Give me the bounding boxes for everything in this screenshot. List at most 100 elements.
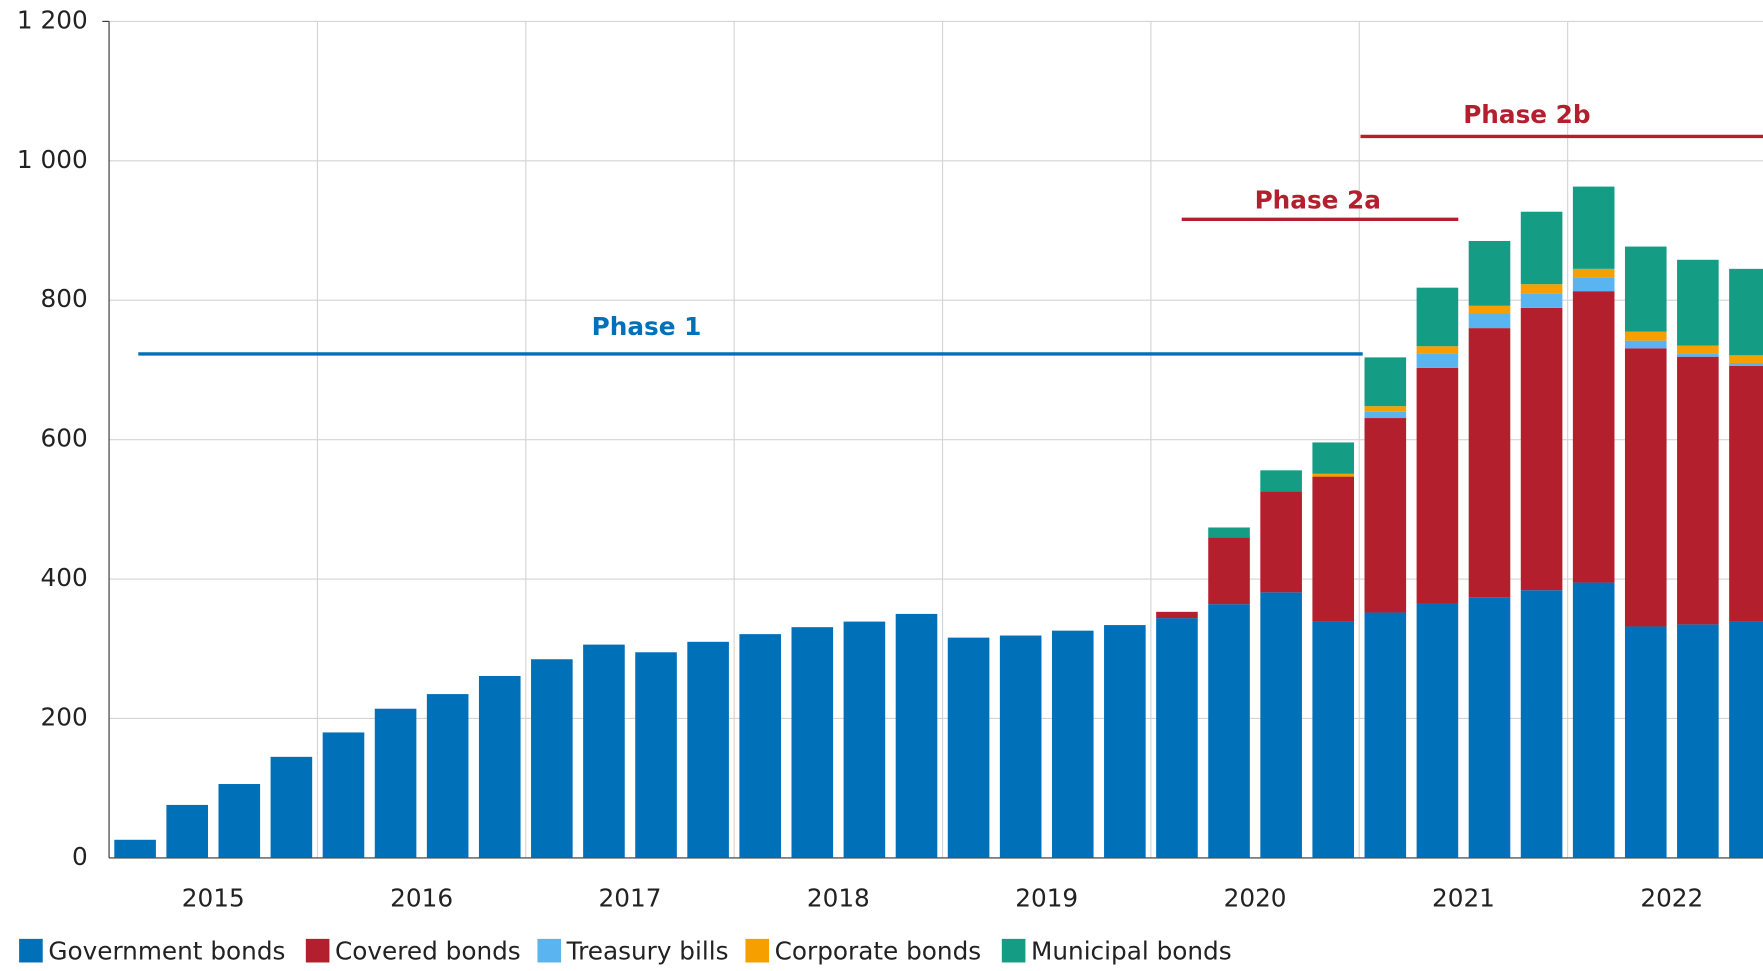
bar-segment [1156, 618, 1198, 858]
bar-segment [635, 652, 677, 858]
bar-segment [1468, 328, 1511, 598]
y-tick-label: 1 200 [17, 5, 88, 34]
bar-segment [1572, 582, 1615, 858]
phase-label: Phase 2b [1463, 100, 1590, 129]
x-tick-label: 2017 [599, 884, 662, 913]
bar-segment [1364, 418, 1407, 613]
bar-segment [1208, 537, 1250, 605]
bar-segment [1468, 313, 1511, 329]
legend-label: Treasury bills [566, 936, 729, 965]
bar-segment [1572, 186, 1615, 269]
y-tick-label: 600 [41, 424, 88, 453]
bar-segment [1208, 604, 1250, 858]
phase-label: Phase 1 [592, 312, 702, 341]
bar-segment [1520, 307, 1563, 591]
bar-segment [166, 804, 209, 858]
bar-segment [1572, 291, 1615, 583]
y-tick-label: 200 [41, 702, 88, 731]
bar-segment [1416, 346, 1459, 354]
x-tick-label: 2016 [390, 884, 453, 913]
legend-swatch [537, 938, 562, 963]
bar-segment [1677, 353, 1719, 357]
bar-segment [1520, 590, 1563, 858]
bar-segment [1520, 293, 1563, 308]
bar-segment [1729, 621, 1763, 858]
bar-segment [1468, 305, 1511, 314]
bar-segment [1364, 612, 1407, 858]
bar-segment [1104, 625, 1146, 858]
bars [114, 186, 1763, 858]
x-tick-label: 2019 [1015, 884, 1078, 913]
bar-segment [1260, 592, 1302, 858]
bar-segment [1677, 356, 1719, 625]
bar-segment [1156, 611, 1198, 619]
bar-segment [1677, 624, 1719, 858]
bar-segment [1416, 603, 1459, 858]
phase-label: Phase 2a [1255, 185, 1381, 214]
legend-swatch [1001, 938, 1026, 963]
bar-segment [1624, 626, 1667, 858]
bar-segment [1364, 357, 1407, 407]
bar-segment [374, 708, 417, 858]
bar-segment [1624, 348, 1667, 627]
bar-segment [1364, 411, 1407, 419]
bar-segment [426, 694, 469, 858]
bar-segment [687, 641, 729, 858]
bar-segment [791, 627, 834, 858]
bar-segment [1260, 491, 1302, 593]
x-tick-label: 2022 [1640, 884, 1703, 913]
bar-segment [1416, 367, 1459, 604]
bar-segment [1312, 442, 1355, 474]
y-tick-label: 400 [41, 563, 88, 592]
bar-segment [1468, 240, 1511, 306]
x-tick-label: 2020 [1224, 884, 1287, 913]
bar-segment [1520, 284, 1563, 294]
legend-swatch [19, 938, 43, 963]
bar-segment [1729, 355, 1763, 363]
bar-segment [739, 634, 782, 858]
bar-segment [1729, 362, 1763, 366]
bar-segment [1624, 246, 1667, 332]
x-tick-label: 2021 [1432, 884, 1495, 913]
legend-label: Municipal bonds [1031, 936, 1232, 965]
overlay: Phase 1 Phase 2a Phase 2b Government bonds C… [19, 100, 1763, 965]
bar-segment [322, 732, 365, 858]
bar-segment [583, 644, 625, 858]
legend-swatch [745, 938, 770, 963]
bar-segment [1572, 277, 1615, 292]
legend-label: Government bonds [48, 936, 285, 965]
bar-segment [531, 659, 573, 858]
bar-segment [1364, 406, 1407, 412]
bar-segment [1312, 473, 1355, 477]
bar-segment [999, 635, 1042, 858]
bar-segment [1572, 268, 1615, 278]
y-tick-label: 800 [41, 284, 88, 313]
y-tick-label: 0 [72, 842, 88, 871]
bar-segment [895, 613, 938, 858]
x-tick-label: 2018 [807, 884, 870, 913]
bar-segment [1677, 259, 1719, 346]
bar-segment [1312, 476, 1355, 622]
bar-segment [1729, 365, 1763, 622]
bar-segment [218, 784, 261, 858]
bar-segment [114, 839, 156, 858]
bar-segment [1416, 353, 1459, 368]
bar-segment [1208, 527, 1250, 538]
bar-segment [1051, 630, 1094, 858]
legend-label: Corporate bonds [775, 936, 981, 965]
bar-segment [843, 621, 886, 858]
bar-segment [1312, 621, 1355, 858]
bar-segment [1416, 287, 1459, 347]
legend-swatch [305, 938, 330, 963]
bar-segment [478, 675, 521, 858]
bar-segment [1468, 597, 1511, 858]
bar-segment [1624, 331, 1667, 341]
legend-label: Covered bonds [335, 936, 521, 965]
bar-segment [1677, 345, 1719, 354]
bar-segment [1624, 340, 1667, 349]
bar-segment [1729, 268, 1763, 356]
bar-segment [1520, 211, 1563, 285]
y-tick-label: 1 000 [17, 145, 88, 174]
x-tick-label: 2015 [182, 884, 245, 913]
